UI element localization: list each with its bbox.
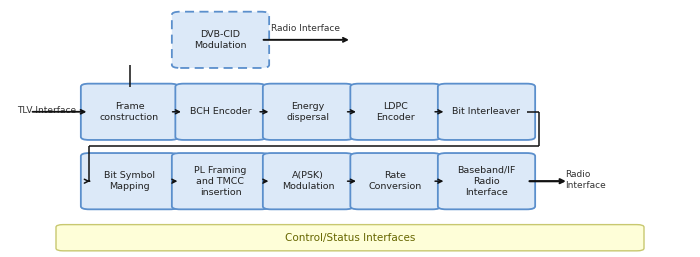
FancyBboxPatch shape (350, 84, 441, 140)
FancyBboxPatch shape (81, 84, 178, 140)
Text: TLV Interface: TLV Interface (18, 106, 76, 115)
FancyBboxPatch shape (175, 84, 265, 140)
FancyBboxPatch shape (172, 12, 270, 68)
Text: Radio Interface: Radio Interface (272, 24, 340, 33)
Text: Bit Symbol
Mapping: Bit Symbol Mapping (104, 171, 155, 191)
Text: BCH Encoder: BCH Encoder (190, 107, 251, 116)
Text: PL Framing
and TMCC
insertion: PL Framing and TMCC insertion (195, 166, 246, 197)
FancyBboxPatch shape (438, 84, 535, 140)
Text: Rate
Conversion: Rate Conversion (369, 171, 422, 191)
Text: Control/Status Interfaces: Control/Status Interfaces (285, 233, 415, 243)
FancyBboxPatch shape (438, 153, 535, 209)
FancyBboxPatch shape (81, 153, 178, 209)
FancyBboxPatch shape (172, 153, 270, 209)
Text: Frame
construction: Frame construction (100, 102, 159, 122)
Text: LDPC
Encoder: LDPC Encoder (376, 102, 415, 122)
Text: A(PSK)
Modulation: A(PSK) Modulation (281, 171, 335, 191)
FancyBboxPatch shape (263, 84, 353, 140)
FancyBboxPatch shape (56, 225, 644, 251)
Text: Energy
dispersal: Energy dispersal (286, 102, 330, 122)
FancyBboxPatch shape (350, 153, 441, 209)
Text: Baseband/IF
Radio
Interface: Baseband/IF Radio Interface (457, 166, 516, 197)
FancyBboxPatch shape (263, 153, 353, 209)
Text: Radio
Interface: Radio Interface (566, 170, 606, 190)
Text: DVB-CID
Modulation: DVB-CID Modulation (195, 30, 246, 50)
Text: Bit Interleaver: Bit Interleaver (452, 107, 521, 116)
